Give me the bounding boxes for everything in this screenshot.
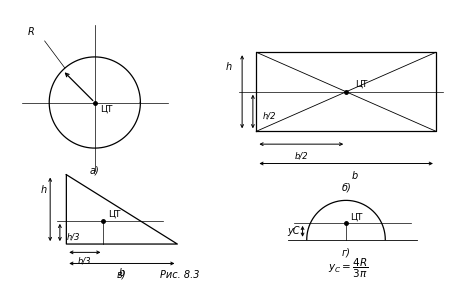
- Text: ЦТ: ЦТ: [355, 80, 367, 89]
- Text: b: b: [118, 268, 125, 278]
- Text: h: h: [40, 185, 46, 195]
- Text: ЦТ: ЦТ: [108, 210, 120, 219]
- Text: в): в): [117, 269, 127, 279]
- Text: h/2: h/2: [262, 112, 276, 121]
- Text: b/3: b/3: [78, 257, 91, 266]
- Text: b/2: b/2: [294, 151, 308, 160]
- Text: R: R: [27, 27, 34, 37]
- Text: $y_C = \dfrac{4R}{3\pi}$: $y_C = \dfrac{4R}{3\pi}$: [328, 257, 369, 280]
- Text: ЦТ: ЦТ: [350, 213, 363, 221]
- Text: а): а): [90, 166, 100, 176]
- Text: ЦТ: ЦТ: [100, 105, 113, 114]
- Text: b: b: [352, 171, 358, 181]
- Text: h: h: [226, 62, 232, 72]
- Text: h/3: h/3: [67, 233, 80, 242]
- Text: г): г): [342, 248, 350, 258]
- Text: б): б): [341, 182, 351, 192]
- Text: Рис. 8.3: Рис. 8.3: [160, 270, 200, 280]
- Text: yС: yС: [287, 226, 300, 236]
